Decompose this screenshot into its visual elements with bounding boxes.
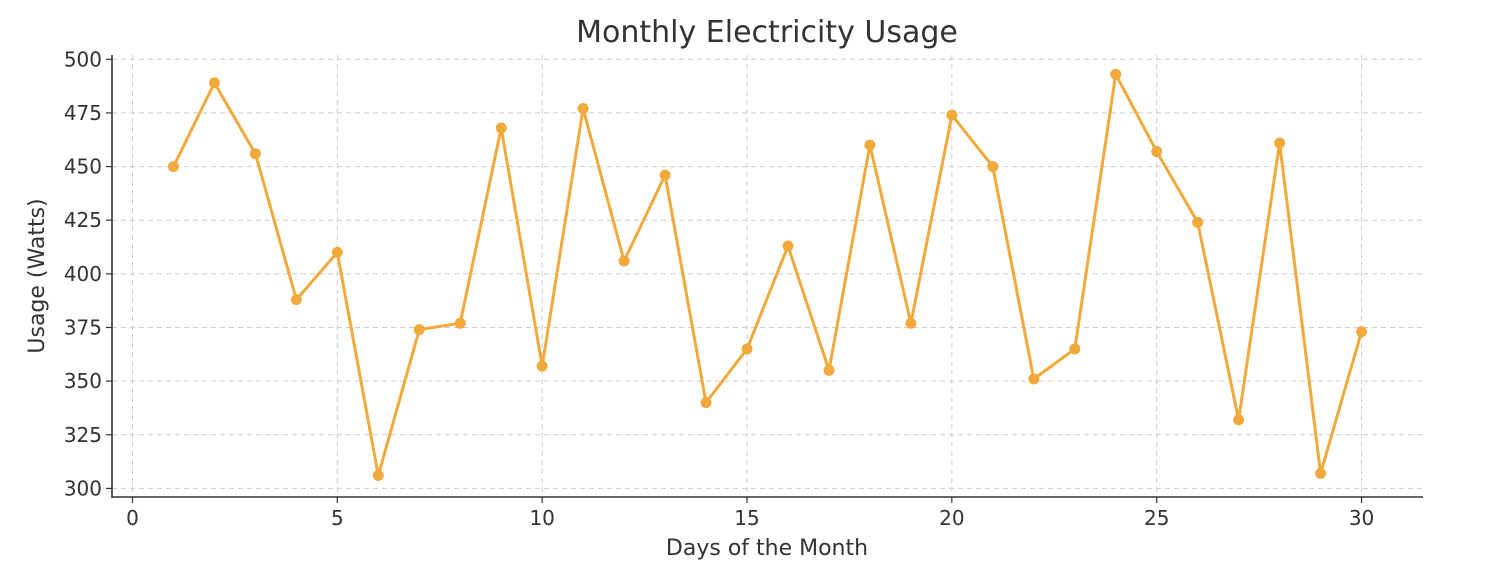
x-tick-label: 30 xyxy=(1349,506,1374,530)
data-point xyxy=(577,103,589,115)
data-point xyxy=(823,364,835,376)
data-series xyxy=(167,68,1368,482)
y-tick-label: 375 xyxy=(64,315,102,339)
data-point xyxy=(249,148,261,160)
data-point xyxy=(208,77,220,89)
x-axis-label: Days of the Month xyxy=(666,536,868,561)
data-point xyxy=(1356,326,1368,338)
data-point xyxy=(536,360,548,372)
data-point xyxy=(495,122,507,134)
axis-ticks: 300 325 350 375 400 425 450 475 500 0 5 10 15 20 25 30 xyxy=(64,47,1374,530)
y-tick-label: 350 xyxy=(64,369,102,393)
data-point xyxy=(372,470,384,482)
data-point xyxy=(946,109,958,121)
y-tick-label: 325 xyxy=(64,423,102,447)
data-point xyxy=(987,161,999,173)
y-tick-label: 500 xyxy=(64,47,102,71)
x-tick-label: 5 xyxy=(331,506,344,530)
y-axis-label: Usage (Watts) xyxy=(25,198,50,353)
data-point xyxy=(1315,467,1327,479)
data-point xyxy=(1274,137,1286,149)
data-point xyxy=(413,324,425,336)
data-point xyxy=(618,255,630,267)
series-line xyxy=(172,72,1363,477)
chart-title: Monthly Electricity Usage xyxy=(576,15,958,50)
data-point xyxy=(1069,343,1081,355)
data-point xyxy=(167,161,179,173)
data-point xyxy=(782,240,794,252)
x-tick-label: 25 xyxy=(1144,506,1169,530)
data-point xyxy=(1028,373,1040,385)
data-point xyxy=(905,317,917,329)
x-tick-label: 20 xyxy=(939,506,964,530)
data-point xyxy=(1192,216,1204,228)
data-point xyxy=(864,139,876,151)
data-point xyxy=(1233,414,1245,426)
data-point xyxy=(741,343,753,355)
y-tick-label: 300 xyxy=(64,476,102,500)
y-tick-label: 475 xyxy=(64,101,102,125)
data-point xyxy=(700,397,712,409)
grid-lines xyxy=(112,55,1423,497)
data-point xyxy=(454,317,466,329)
y-tick-label: 425 xyxy=(64,208,102,232)
x-tick-label: 15 xyxy=(734,506,759,530)
y-tick-label: 450 xyxy=(64,155,102,179)
x-tick-label: 10 xyxy=(529,506,554,530)
data-point xyxy=(659,169,671,181)
y-tick-label: 400 xyxy=(64,262,102,286)
data-point xyxy=(1151,146,1163,158)
data-point xyxy=(331,246,343,258)
x-tick-label: 0 xyxy=(126,506,139,530)
data-point xyxy=(1110,68,1122,80)
data-point xyxy=(290,294,302,306)
